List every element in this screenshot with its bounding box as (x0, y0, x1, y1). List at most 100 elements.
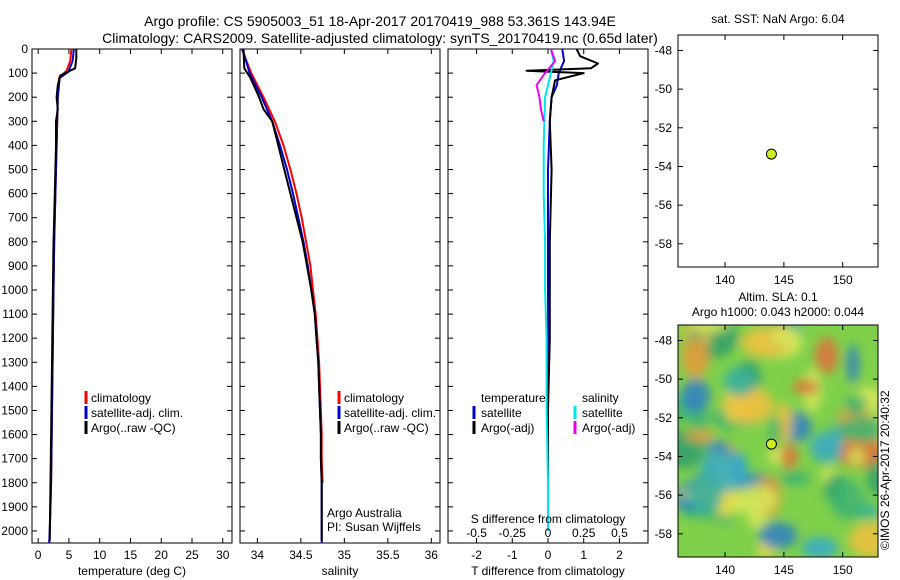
y-tick-label: -58 (655, 237, 673, 251)
x-tick-label: 30 (216, 548, 230, 562)
sla-blob (792, 380, 819, 395)
y-tick-label: 1900 (1, 500, 28, 514)
x-tick-label: 34 (251, 548, 265, 562)
x-tick-label: 5 (66, 548, 73, 562)
series-line-salinity-satellite (542, 49, 555, 531)
sla-blob (846, 344, 860, 384)
y-tick-label: -50 (655, 372, 673, 386)
sla-blob (780, 444, 798, 469)
y-tick-label: -54 (655, 159, 673, 173)
legend-header-temperature: temperature (481, 391, 546, 405)
sla-blob (681, 379, 711, 413)
y-tick-label: -48 (655, 333, 673, 347)
legend-label-satellite-clim: satellite-adj. clim. (91, 406, 183, 420)
y-tick-label: -52 (655, 121, 673, 135)
x-tick-label: 140 (715, 563, 735, 577)
x-tick-label: 0 (35, 548, 42, 562)
x-tick-label: 36 (425, 548, 439, 562)
difference-legend: temperature salinity satellite Argo(-adj… (472, 391, 635, 435)
y-tick-label: 200 (8, 90, 28, 104)
sla-blob (747, 506, 767, 530)
title-line-1: Argo profile: CS 5905003_51 18-Apr-2017 … (144, 13, 616, 29)
y-tick-label: 1700 (1, 452, 28, 466)
x-tick-label: 35 (338, 548, 352, 562)
x-tick-label: 25 (185, 548, 199, 562)
legend-label-satellite-clim: satellite-adj. clim. (344, 406, 436, 420)
legend-header-salinity: salinity (582, 391, 619, 405)
x-tick-label: -1 (507, 548, 518, 562)
x-axis-label: salinity (322, 564, 359, 578)
map-frame (677, 324, 879, 558)
y-tick-label: 1100 (2, 307, 28, 321)
sla-blob (722, 386, 774, 425)
y-tick-label: 0 (21, 42, 28, 56)
y-tick-label: -52 (655, 411, 673, 425)
y-tick-label: 100 (8, 66, 28, 80)
x-tick-label: 145 (774, 563, 794, 577)
x-tick-label: 15 (124, 548, 138, 562)
y-tick-label: 400 (8, 138, 28, 152)
x-axis-label: temperature (deg C) (78, 564, 186, 578)
sla-blobs (678, 325, 878, 557)
credit-line-1: Argo Australia (327, 506, 402, 520)
y-tick-label: 2000 (1, 524, 28, 538)
s-axis-title: S difference from climatology (471, 512, 626, 526)
x-tick-label: 140 (715, 273, 735, 287)
y-tick-label: -48 (655, 43, 673, 57)
s-axis-tick-label: -0.5 (466, 526, 487, 540)
imos-timestamp: ©IMOS 26-Apr-2017 20:40:32 (878, 390, 892, 550)
legend-label-argo-raw: Argo(..raw -QC) (91, 421, 176, 435)
sla-blob (685, 429, 715, 442)
sla-blob (867, 461, 878, 495)
map-title: Altim. SLA: 0.1 (738, 290, 818, 304)
series-line-argo-raw-qc- (242, 49, 323, 541)
s-axis-tick-label: 0.5 (611, 526, 628, 540)
sla-blob (687, 471, 723, 515)
legend-label-temp-argo: Argo(-adj) (481, 421, 534, 435)
legend-label-sal-satellite: satellite (582, 406, 623, 420)
y-tick-label: -58 (655, 527, 673, 541)
y-tick-label: -56 (655, 198, 673, 212)
y-tick-label: 1400 (1, 379, 28, 393)
legend-label-climatology: climatology (344, 391, 404, 405)
sla-blob (810, 431, 844, 464)
sla-blob (758, 522, 798, 549)
sla-blob (770, 328, 802, 346)
y-tick-label: -50 (655, 82, 673, 96)
s-axis-tick-label: 0 (545, 526, 552, 540)
x-axis-label: T difference from climatology (471, 564, 625, 578)
series-line-temperature-argo-adj- (525, 49, 599, 531)
y-tick-label: 700 (8, 211, 28, 225)
x-tick-label: 20 (155, 548, 169, 562)
x-tick-label: 35.5 (376, 548, 400, 562)
argo-position-marker (765, 438, 777, 450)
title-line-2: Climatology: CARS2009. Satellite-adjuste… (102, 30, 658, 46)
y-tick-label: 300 (8, 114, 28, 128)
credit-line-2: PI: Susan Wijffels (327, 520, 421, 534)
sla-field (678, 325, 878, 557)
y-tick-label: 800 (8, 235, 28, 249)
y-tick-label: 900 (8, 259, 28, 273)
sla-blob (692, 325, 730, 333)
x-tick-label: 150 (833, 563, 853, 577)
y-tick-label: -54 (655, 449, 673, 463)
y-tick-label: 1500 (1, 403, 28, 417)
x-tick-label: -2 (471, 548, 482, 562)
sla-blob (839, 416, 878, 443)
sla-blob (688, 406, 710, 432)
x-tick-label: 145 (774, 273, 794, 287)
temperature-legend: climatology satellite-adj. clim. Argo(..… (84, 391, 183, 435)
y-tick-label: -56 (655, 488, 673, 502)
map-subtitle: Argo h1000: 0.043 h2000: 0.044 (692, 305, 864, 319)
salinity-profile-panel: 34 34.5 35 35.5 36 salinity (239, 48, 441, 578)
y-tick-label: 1200 (1, 331, 28, 345)
y-tick-label: 1300 (1, 355, 28, 369)
y-tick-label: 1000 (1, 283, 28, 297)
sla-blob (849, 448, 865, 466)
series-line-salinity-argo-adj- (535, 49, 557, 122)
x-tick-label: 34.5 (289, 548, 313, 562)
sla-blob (844, 395, 867, 415)
sst-map-panel: sat. SST: NaN Argo: 6.04 140 145 150 -48 -50 -… (655, 12, 879, 287)
map-background (678, 35, 878, 267)
legend-label-temp-satellite: satellite (481, 406, 522, 420)
